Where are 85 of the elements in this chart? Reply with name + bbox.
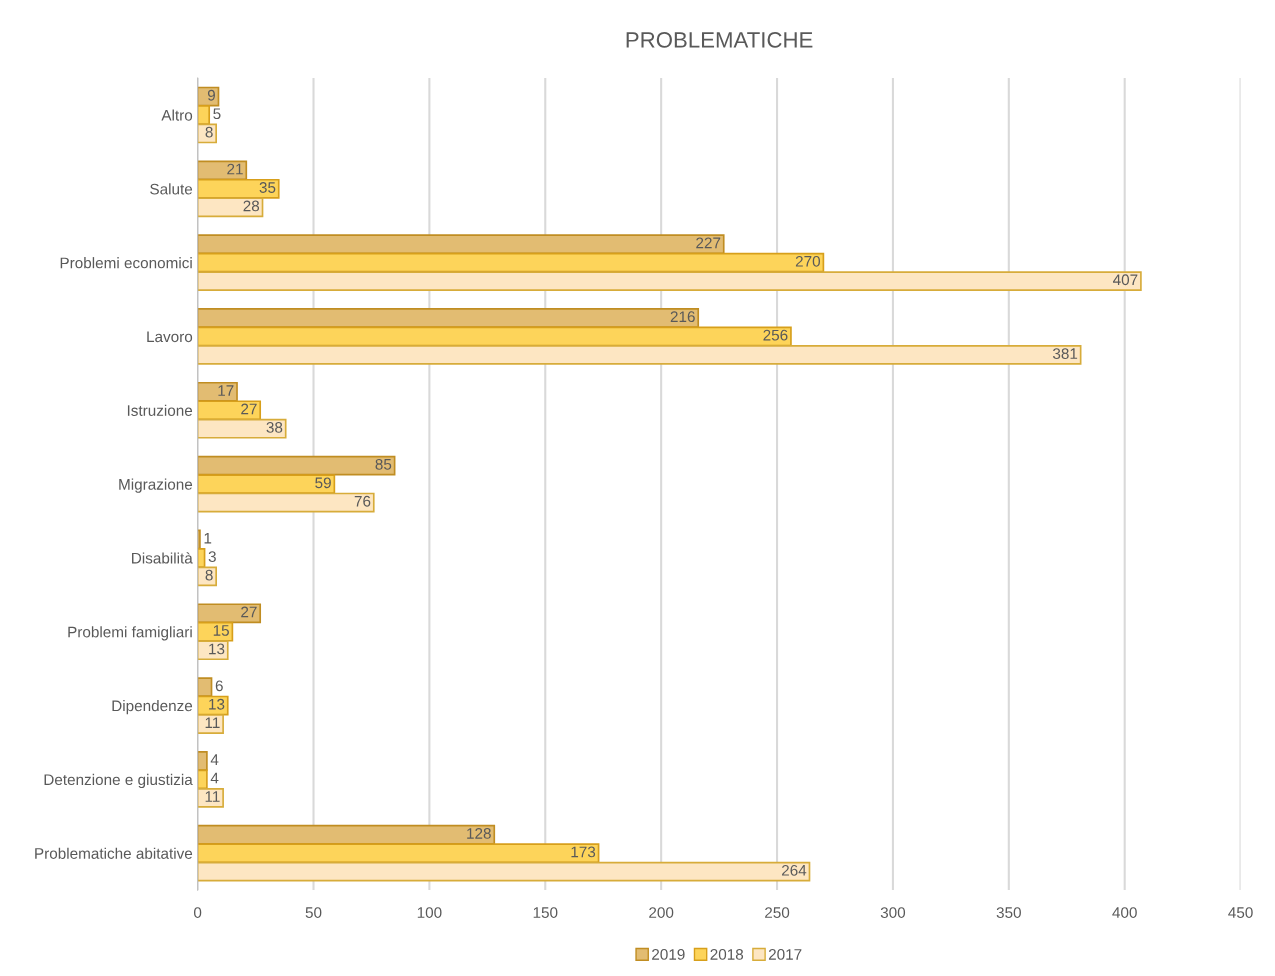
data-label: 27: [241, 403, 257, 415]
bar: [197, 861, 811, 882]
data-label: 8: [205, 569, 213, 581]
data-label: 15: [213, 625, 229, 636]
data-label: 407: [1113, 274, 1138, 286]
bar: [197, 455, 396, 476]
x-tick-label: 50: [305, 907, 322, 918]
y-tick-label: Detenzione e giustizia: [44, 773, 193, 789]
bar: [197, 252, 825, 273]
x-tick-label: 150: [533, 907, 558, 918]
y-tick-label: Problemi famigliari: [68, 626, 192, 641]
data-label: 17: [218, 385, 234, 396]
y-tick-label: Disabilità: [132, 552, 193, 564]
bar: [197, 677, 213, 697]
chart-title: PROBLEMATICHE: [626, 32, 813, 48]
x-tick-label: 400: [1112, 907, 1137, 918]
data-label: 27: [241, 606, 257, 618]
legend-label: 2017: [768, 949, 802, 960]
y-tick-label: Migrazione: [119, 478, 193, 493]
data-label: 3: [208, 551, 216, 563]
bar: [197, 326, 792, 347]
data-label: 38: [266, 422, 283, 433]
data-label: 85: [375, 458, 392, 470]
data-label: 13: [209, 698, 225, 710]
bar: [197, 714, 224, 734]
data-label: 9: [207, 89, 215, 101]
bar: [197, 787, 224, 808]
data-label: 216: [670, 311, 695, 323]
bar: [197, 271, 1142, 291]
data-label: 5: [213, 108, 221, 120]
y-tick-label: Lavoro: [147, 331, 193, 343]
bar: [197, 160, 248, 181]
data-label: 256: [763, 329, 788, 341]
data-label: 1: [204, 532, 212, 544]
legend-label: 2019: [652, 949, 685, 960]
x-tick-label: 450: [1228, 907, 1253, 918]
y-tick-label: Istruzione: [127, 404, 193, 416]
data-label: 8: [205, 126, 213, 138]
bar: [197, 640, 229, 661]
data-label: 264: [781, 864, 807, 876]
bar: [197, 529, 201, 550]
bar: [197, 418, 287, 439]
x-tick-label: 0: [193, 907, 202, 918]
x-tick-label: 100: [417, 907, 442, 918]
data-label: 173: [571, 846, 596, 858]
data-label: 270: [795, 255, 821, 267]
y-tick-label: Problematiche abitative: [35, 847, 193, 859]
data-label: 227: [696, 237, 721, 249]
bar: [197, 603, 262, 624]
bar: [197, 234, 725, 255]
bar: [197, 308, 700, 328]
data-label: 4: [210, 772, 219, 784]
data-label: 381: [1052, 348, 1078, 360]
x-tick-label: 300: [880, 907, 906, 918]
data-label: 35: [259, 182, 276, 193]
bar: [197, 178, 280, 199]
bar: [197, 843, 600, 864]
bar: [197, 824, 496, 845]
data-label: 11: [205, 717, 220, 728]
y-tick-label: Dipendenze: [112, 700, 193, 715]
bar: [197, 105, 211, 125]
y-tick-label: Salute: [150, 183, 193, 195]
data-label: 4: [210, 754, 219, 765]
data-label: 6: [215, 680, 223, 692]
bar: [197, 474, 336, 494]
data-label: 59: [315, 477, 331, 489]
legend-label: 2018: [710, 949, 744, 960]
x-tick-label: 200: [649, 907, 674, 918]
x-tick-label: 250: [765, 907, 790, 918]
bar: [197, 751, 208, 771]
data-label: 28: [243, 200, 260, 212]
x-tick-label: 350: [996, 907, 1021, 918]
bar: [197, 345, 1082, 365]
bar: [197, 400, 262, 421]
bar: [197, 492, 375, 513]
data-label: 128: [467, 828, 491, 839]
data-label: 11: [205, 791, 220, 802]
data-label: 21: [227, 163, 243, 175]
bar: [197, 197, 264, 218]
bar: [197, 566, 218, 587]
bar: [197, 769, 208, 790]
y-tick-label: Altro: [161, 109, 193, 121]
data-label: 13: [209, 643, 225, 655]
y-tick-label: Problemi economici: [60, 257, 192, 269]
data-label: 76: [354, 495, 371, 507]
